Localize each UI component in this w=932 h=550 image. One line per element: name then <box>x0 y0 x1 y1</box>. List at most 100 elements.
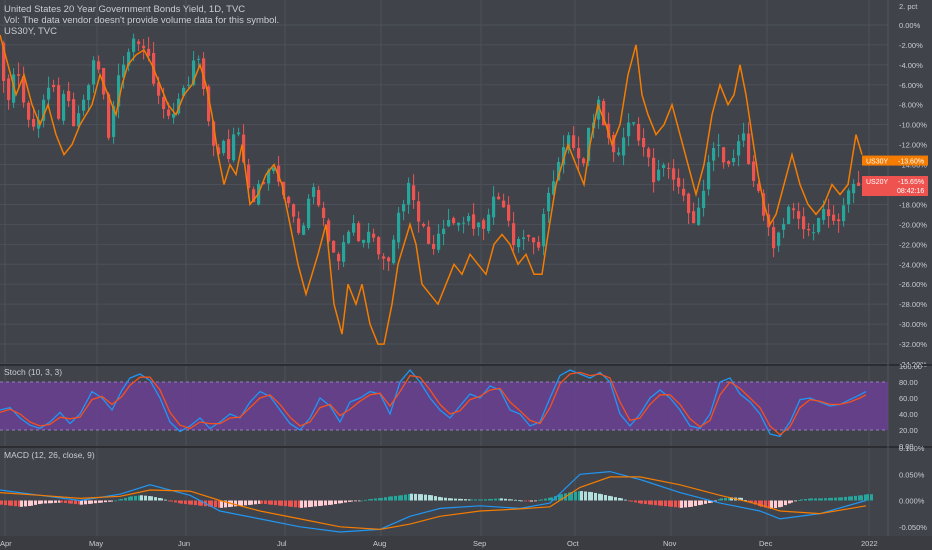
candle-body <box>162 96 166 110</box>
macd-histogram-bar <box>648 500 651 505</box>
macd-histogram-bar <box>268 500 271 505</box>
candle-body <box>307 198 311 228</box>
macd-histogram-bar <box>280 500 283 506</box>
candle-body <box>352 223 356 233</box>
macd-histogram-bar <box>464 499 467 501</box>
macd-histogram-bar <box>240 500 243 506</box>
macd-histogram-bar <box>328 500 331 505</box>
macd-histogram-bar <box>368 499 371 501</box>
candle-body <box>282 181 286 196</box>
symbol-title[interactable]: United States 20 Year Government Bonds Y… <box>4 4 246 15</box>
macd-histogram-bar <box>270 500 273 505</box>
macd-histogram-bar <box>680 500 683 508</box>
stoch-y-tick: 60.00 <box>899 394 918 403</box>
candle-body <box>537 241 541 248</box>
macd-histogram-bar <box>690 500 693 507</box>
y-tick-label: -24.00% <box>899 260 927 269</box>
macd-signal-line <box>0 476 867 531</box>
macd-histogram-bar <box>278 500 281 506</box>
macd-histogram-bar <box>708 500 711 504</box>
macd-histogram-bar <box>264 500 267 505</box>
macd-histogram-bar <box>544 498 547 501</box>
macd-histogram-bar <box>254 500 257 505</box>
candle-body <box>462 222 466 224</box>
candle-body <box>627 122 631 137</box>
macd-y-tick: 0.000% <box>899 497 925 506</box>
macd-histogram-bar <box>714 500 717 502</box>
candle-body <box>677 177 681 187</box>
macd-histogram-bar <box>94 500 97 504</box>
macd-histogram-bar <box>770 500 773 509</box>
candle-body <box>442 228 446 235</box>
macd-histogram-bar <box>454 498 457 501</box>
macd-histogram-bar <box>660 500 663 506</box>
macd-histogram-bar <box>604 495 607 501</box>
macd-histogram-bar <box>470 499 473 501</box>
x-tick-label: May <box>89 539 103 548</box>
macd-histogram-bar <box>674 500 677 508</box>
macd-histogram-bar <box>170 500 173 502</box>
macd-histogram-bar <box>438 496 441 501</box>
candle-body <box>42 99 46 121</box>
us30y-tag-symbol: US30Y <box>866 159 889 166</box>
candle-body <box>382 256 386 259</box>
candle-body <box>832 214 836 221</box>
candle-body <box>7 78 11 101</box>
macd-histogram-bar <box>380 497 383 501</box>
stoch-y-tick: 20.00 <box>899 426 918 435</box>
candle-body <box>292 204 296 217</box>
macd-histogram-bar <box>630 500 633 502</box>
macd-histogram-bar <box>624 499 627 501</box>
candle-body <box>657 169 661 181</box>
macd-histogram-bar <box>820 498 823 501</box>
macd-histogram-bar <box>298 500 301 508</box>
candle-body <box>62 94 66 121</box>
x-tick-label: Nov <box>663 539 677 548</box>
macd-histogram-bar <box>364 499 367 501</box>
candle-body <box>412 185 416 200</box>
candle-body <box>827 209 831 217</box>
candle-body <box>632 122 636 124</box>
macd-histogram-bar <box>300 500 303 508</box>
candle-body <box>142 45 146 49</box>
compare-symbol-label[interactable]: US30Y, TVC <box>4 26 57 37</box>
macd-histogram-bar <box>688 500 691 508</box>
macd-histogram-bar <box>290 500 293 507</box>
macd-histogram-bar <box>574 491 577 501</box>
candle-body <box>102 67 106 95</box>
macd-y-tick: 0.100% <box>899 444 925 453</box>
candle-body <box>237 132 241 135</box>
macd-histogram-bar <box>800 499 803 501</box>
us30y-compare-line <box>0 34 863 345</box>
us20y-tag-symbol: US20Y <box>866 179 889 186</box>
macd-histogram-bar <box>444 497 447 501</box>
candle-body <box>482 220 486 229</box>
candle-body <box>702 190 706 209</box>
candle-body <box>192 60 196 85</box>
macd-histogram-bar <box>638 500 641 504</box>
macd-histogram-bar <box>670 500 673 507</box>
candle-body <box>372 233 376 238</box>
macd-histogram-bar <box>818 498 821 501</box>
macd-histogram-bar <box>664 500 667 507</box>
x-tick-label: Jul <box>277 539 287 548</box>
macd-histogram-bar <box>850 496 853 501</box>
macd-histogram-bar <box>14 500 17 507</box>
candle-body <box>402 204 406 212</box>
candle-body <box>467 216 471 222</box>
candle-body <box>487 214 491 231</box>
candle-body <box>452 218 456 224</box>
macd-histogram-bar <box>484 499 487 501</box>
macd-histogram-bar <box>504 498 507 501</box>
candle-body <box>597 99 601 120</box>
macd-histogram-bar <box>866 494 869 501</box>
candle-body <box>812 232 816 234</box>
macd-histogram-bar <box>20 500 23 507</box>
macd-histogram-bar <box>40 500 43 504</box>
stoch-title: Stoch (10, 3, 3) <box>4 367 62 377</box>
y-tick-label: -32.00% <box>899 340 927 349</box>
macd-histogram-bar <box>754 500 757 505</box>
candle-body <box>617 152 621 155</box>
candle-body <box>502 200 506 208</box>
